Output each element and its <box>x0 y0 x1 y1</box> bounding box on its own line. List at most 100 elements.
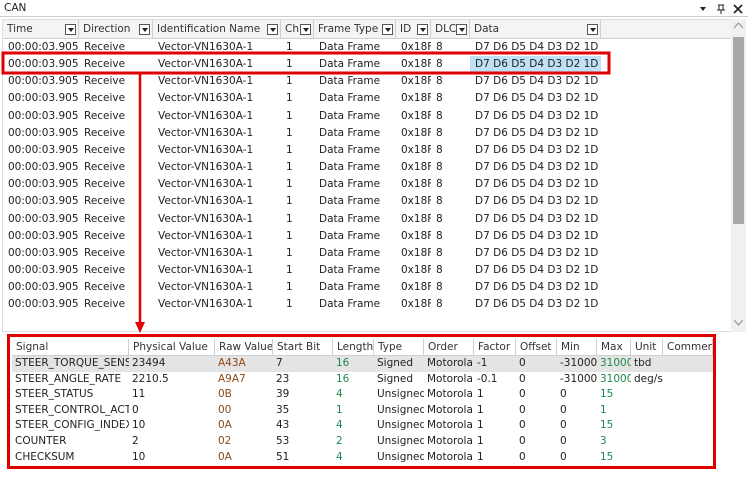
signal-cell: 02 <box>218 435 232 447</box>
scroll-thumb[interactable] <box>733 37 744 224</box>
filter-button[interactable] <box>587 24 598 35</box>
frame-cell: 0x18F <box>401 229 431 242</box>
frame-cell: Data Frame <box>319 212 381 225</box>
frame-row[interactable]: 00:00:03.905 Receive Vector-VN1630A-1 1 Data… <box>3 228 732 245</box>
filter-button[interactable] <box>382 24 393 35</box>
frame-row[interactable]: 00:00:03.905 Receive Vector-VN1630A-1 1 Data… <box>3 193 732 210</box>
frame-cell: 1 <box>286 298 293 311</box>
frame-cell: 8 <box>436 298 443 311</box>
frame-cell: 0x18F <box>401 75 431 88</box>
filter-button[interactable] <box>139 24 150 35</box>
frame-cell: 00:00:03.905 <box>8 109 79 122</box>
frame-row[interactable]: 00:00:03.905 Receive Vector-VN1630A-1 1 Data… <box>3 159 732 176</box>
frame-cell: Receive <box>84 75 126 88</box>
frame-cell: 00:00:03.905 <box>8 263 79 276</box>
frame-cell: 0x18F <box>401 109 431 122</box>
frame-row[interactable]: 00:00:03.905 Receive Vector-VN1630A-1 1 Data… <box>3 279 732 296</box>
scroll-down[interactable] <box>734 320 743 326</box>
frame-cell: 1 <box>286 75 293 88</box>
header-filler <box>601 20 732 39</box>
signal-cell: 31000 <box>600 357 631 369</box>
frame-cell: 00:00:03.905 <box>8 178 79 191</box>
signal-row[interactable]: COUNTER 2 02 53 2 Unsigned Motorola 1 0 0 3 <box>12 434 713 450</box>
frame-cell: 8 <box>436 212 443 225</box>
signal-cell: 0 <box>560 403 567 416</box>
scrollbar[interactable] <box>731 19 746 332</box>
frame-row[interactable]: 00:00:03.905 Receive Vector-VN1630A-1 1 Data… <box>3 39 732 56</box>
frame-row[interactable]: 00:00:03.905 Receive Vector-VN1630A-1 1 Data… <box>3 245 732 262</box>
frame-cell: Vector-VN1630A-1 <box>158 143 254 156</box>
signal-row[interactable]: STEER_TORQUE_SENSOR23494 A43A 7 16 Signed Mot… <box>12 356 713 372</box>
signal-row[interactable]: STEER_CONTROL_ACTIVE000351UnsignedMotoro… <box>12 403 713 419</box>
signal-grid: Signal Physical Value Raw Value Start Bit Le… <box>7 334 716 469</box>
frame-row[interactable]: 00:00:03.905 Receive Vector-VN1630A-1 1 Data… <box>3 142 732 159</box>
close-button[interactable] <box>733 4 743 14</box>
frame-cell: Receive <box>84 263 126 276</box>
signal-row[interactable]: STEER_STATUS 11 0B 39 4 Unsigned Motorola 1 0 0 15 <box>12 387 713 403</box>
scroll-up[interactable] <box>734 23 743 29</box>
signal-cell: 15 <box>600 388 614 401</box>
filter-button[interactable] <box>300 24 311 35</box>
frame-cell: 00:00:03.905 <box>8 92 79 105</box>
frame-cell: 00:00:03.905 <box>8 161 79 174</box>
signal-cell: 53 <box>276 435 290 447</box>
frame-cell: 8 <box>436 229 443 242</box>
frame-cell: Receive <box>84 281 126 294</box>
window-controls <box>700 4 743 14</box>
frame-cell: Receive <box>84 195 126 208</box>
column-header: Ch <box>281 20 314 39</box>
frame-row[interactable]: 00:00:03.905 Receive Vector-VN1630A-1 1 Data… <box>3 108 732 125</box>
filter-button[interactable] <box>267 24 278 35</box>
frame-row[interactable]: 00:00:03.905 Receive Vector-VN1630A-1 1 Data… <box>3 296 732 313</box>
frame-row[interactable]: 00:00:03.905 Receive Vector-VN1630A-1 1 Data… <box>3 176 732 193</box>
signal-row[interactable]: STEER_ANGLE_RATE 2210.5 A9A7 23 16 Signed Moto… <box>12 372 713 388</box>
frame-cell: Data Frame <box>319 281 381 294</box>
frame-cell: 00:00:03.905 <box>8 58 79 71</box>
signal-row[interactable]: CHECKSUM 10 0A 51 4 Unsigned Motorola 1 0 0 15 <box>12 450 713 466</box>
frame-row[interactable]: 00:00:03.905 Receive Vector-VN1630A-1 1 Data… <box>3 73 732 90</box>
frame-cell: Data Frame <box>319 58 381 71</box>
frame-cell: 00:00:03.905 <box>8 281 79 294</box>
frame-row[interactable]: 00:00:03.905 Receive Vector-VN1630A-1 1 Data… <box>3 56 732 74</box>
signal-cell: Motorola <box>427 403 473 416</box>
signal-cell: 1 <box>477 435 484 447</box>
signal-cell: STEER_ANGLE_RATE <box>15 372 122 385</box>
frame-cell: Receive <box>84 143 126 156</box>
frame-cell: 1 <box>286 143 293 156</box>
frame-cell: Vector-VN1630A-1 <box>158 92 254 105</box>
signal-cell: 0A <box>218 450 232 463</box>
signal-column-header: Factor <box>474 339 516 356</box>
signal-cell: Motorola <box>427 372 473 385</box>
signal-cell: Unsigned <box>377 388 424 401</box>
frame-row[interactable]: 00:00:03.905 Receive Vector-VN1630A-1 1 Data… <box>3 125 732 142</box>
frame-cell: Vector-VN1630A-1 <box>158 161 254 174</box>
signal-cell: 43 <box>276 419 290 432</box>
menu-button[interactable] <box>700 7 706 11</box>
signal-cell: Motorola <box>427 450 473 463</box>
signal-cell: 1 <box>477 388 484 401</box>
signal-cell: 0 <box>560 450 567 463</box>
signal-cell: COUNTER <box>15 435 67 447</box>
filter-button[interactable] <box>417 24 428 35</box>
frame-cell: 1 <box>286 41 293 53</box>
filter-button[interactable] <box>65 24 76 35</box>
signal-cell: 7 <box>276 357 283 369</box>
pin-button[interactable] <box>717 4 725 14</box>
frame-cell: 8 <box>436 246 443 259</box>
signal-row[interactable]: STEER_CONFIG_INDEX 10 0A 43 4 Unsigned Motorol… <box>12 418 713 434</box>
frame-row[interactable]: 00:00:03.905 Receive Vector-VN1630A-1 1 Data… <box>3 90 732 107</box>
filter-button[interactable] <box>456 24 467 35</box>
frame-cell: 00:00:03.905 <box>8 212 79 225</box>
frame-row[interactable]: 00:00:03.905 Receive Vector-VN1630A-1 1 Data… <box>3 211 732 228</box>
frame-cell: 1 <box>286 178 293 191</box>
signal-column-header: Physical Value <box>129 339 215 356</box>
signal-cell: 31000 <box>600 372 631 385</box>
frame-row[interactable]: 00:00:03.905 Receive Vector-VN1630A-1 1 Data… <box>3 262 732 279</box>
signal-cell: 2 <box>132 435 139 447</box>
frame-cell: 1 <box>286 92 293 105</box>
frame-cell: 8 <box>436 41 443 53</box>
signal-cell: A9A7 <box>218 372 246 385</box>
signal-cell: tbd <box>634 357 652 369</box>
signal-cell: 35 <box>276 403 290 416</box>
signal-cell: Unsigned <box>377 450 424 463</box>
